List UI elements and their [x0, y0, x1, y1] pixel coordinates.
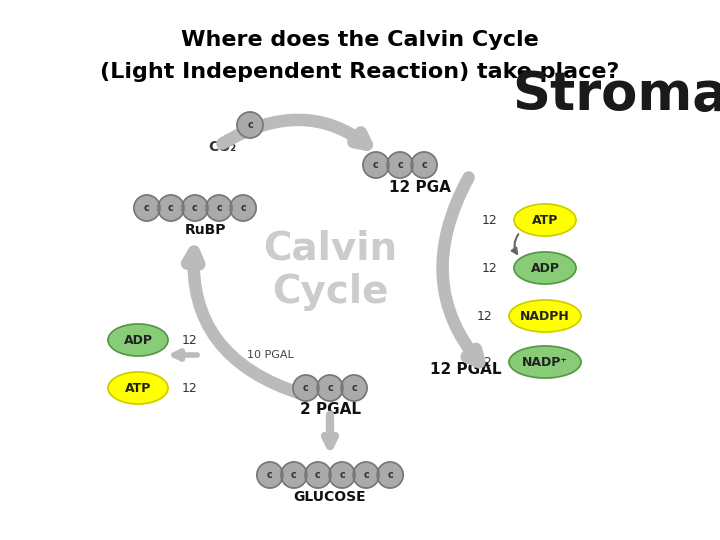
Text: c: c	[168, 203, 174, 213]
Circle shape	[134, 195, 160, 221]
Text: ATP: ATP	[532, 213, 558, 226]
Circle shape	[305, 462, 331, 488]
Text: c: c	[267, 470, 273, 480]
Text: GLUCOSE: GLUCOSE	[294, 490, 366, 504]
Text: NADP⁺: NADP⁺	[522, 355, 568, 368]
Text: c: c	[291, 470, 297, 480]
Text: c: c	[351, 383, 357, 393]
Text: 12: 12	[182, 381, 198, 395]
Circle shape	[377, 462, 403, 488]
Text: Where does the Calvin Cycle: Where does the Calvin Cycle	[181, 30, 539, 50]
Text: ADP: ADP	[531, 261, 559, 274]
Ellipse shape	[509, 300, 581, 332]
Text: 12: 12	[482, 261, 498, 274]
Circle shape	[257, 462, 283, 488]
Ellipse shape	[108, 324, 168, 356]
Text: c: c	[144, 203, 150, 213]
Circle shape	[341, 375, 367, 401]
Text: c: c	[303, 383, 309, 393]
Text: ATP: ATP	[125, 381, 151, 395]
Text: NADPH: NADPH	[520, 309, 570, 322]
Circle shape	[182, 195, 208, 221]
Circle shape	[158, 195, 184, 221]
Circle shape	[293, 375, 319, 401]
Text: c: c	[192, 203, 198, 213]
Circle shape	[237, 112, 263, 138]
Text: c: c	[421, 160, 427, 170]
Text: c: c	[339, 470, 345, 480]
Circle shape	[206, 195, 232, 221]
Circle shape	[329, 462, 355, 488]
Text: RuBP: RuBP	[184, 223, 226, 237]
Text: ADP: ADP	[124, 334, 153, 347]
Text: (Light Independent Reaction) take place?: (Light Independent Reaction) take place?	[100, 62, 620, 82]
Text: 12 PGA: 12 PGA	[389, 179, 451, 194]
Text: 12 PGAL: 12 PGAL	[430, 362, 502, 377]
Text: c: c	[397, 160, 403, 170]
Circle shape	[317, 375, 343, 401]
Circle shape	[230, 195, 256, 221]
Text: 2 PGAL: 2 PGAL	[300, 402, 361, 417]
Text: 10 PGAL: 10 PGAL	[247, 350, 293, 360]
Ellipse shape	[514, 252, 576, 284]
Text: Stroma: Stroma	[512, 69, 720, 121]
Text: Calvin
Cycle: Calvin Cycle	[263, 229, 397, 311]
Text: 12: 12	[182, 334, 198, 347]
Text: c: c	[327, 383, 333, 393]
Ellipse shape	[514, 204, 576, 236]
Ellipse shape	[509, 346, 581, 378]
Text: CO₂: CO₂	[208, 140, 236, 154]
Text: c: c	[240, 203, 246, 213]
Text: 12: 12	[477, 355, 493, 368]
Text: c: c	[315, 470, 321, 480]
Text: c: c	[387, 470, 393, 480]
Circle shape	[353, 462, 379, 488]
Text: c: c	[363, 470, 369, 480]
Circle shape	[411, 152, 437, 178]
Text: c: c	[373, 160, 379, 170]
Text: c: c	[247, 120, 253, 130]
Circle shape	[281, 462, 307, 488]
Text: 12: 12	[482, 213, 498, 226]
Text: c: c	[216, 203, 222, 213]
Text: 12: 12	[477, 309, 493, 322]
Circle shape	[387, 152, 413, 178]
Circle shape	[363, 152, 389, 178]
Ellipse shape	[108, 372, 168, 404]
